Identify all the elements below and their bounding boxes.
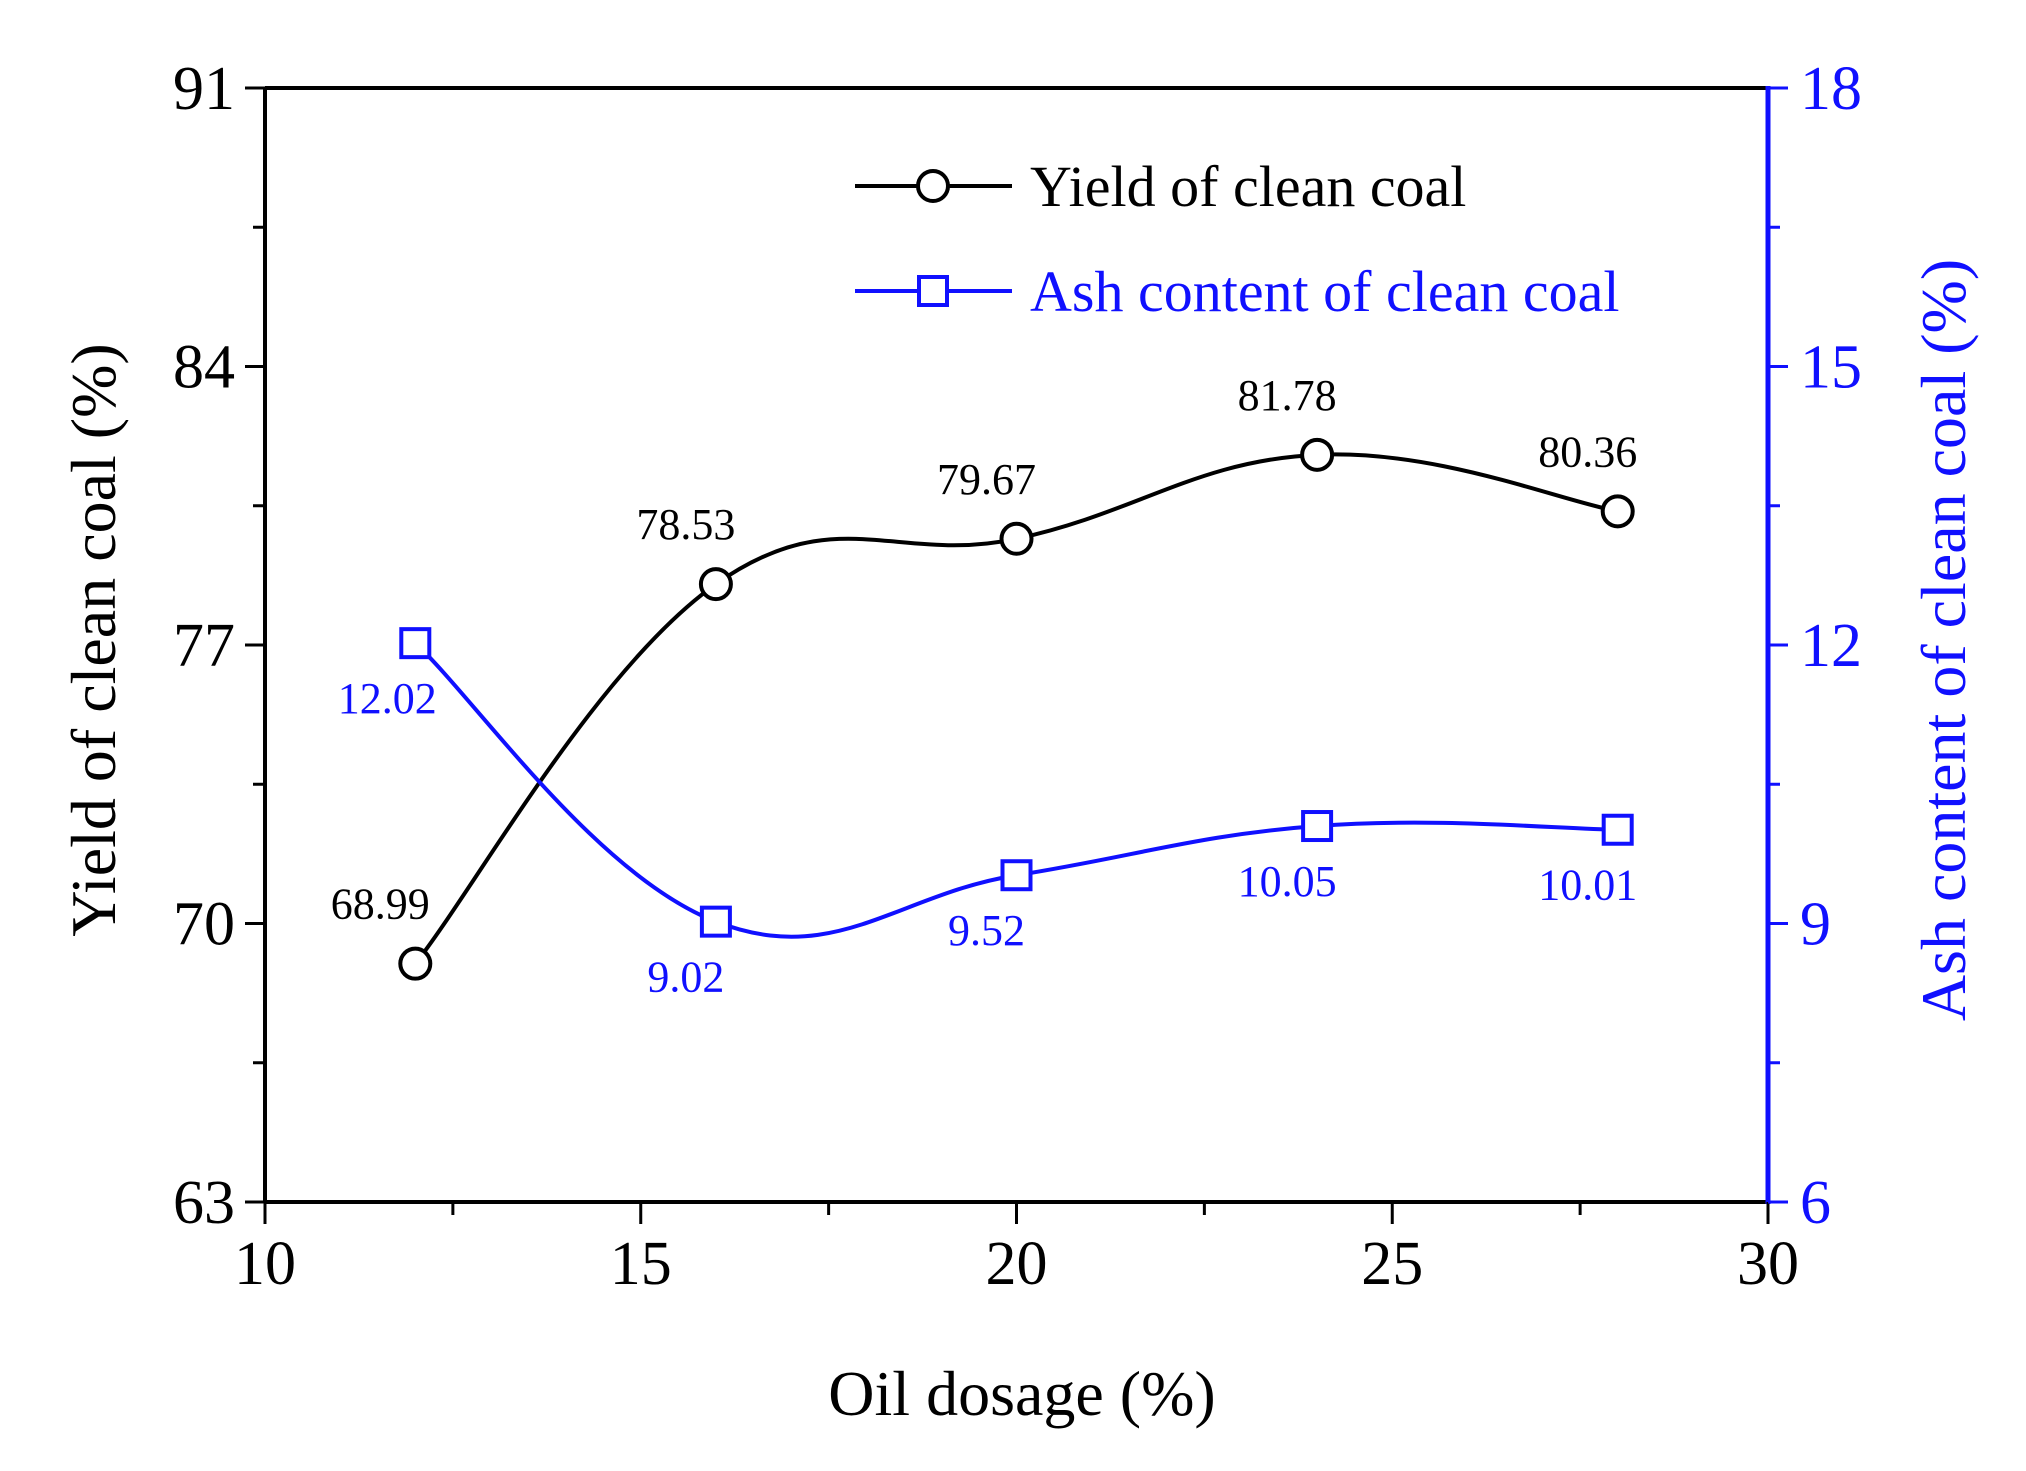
data-labels-group: 68.99 78.53 79.67 81.78 80.36 12.02 9.02 9.52 10…: [331, 371, 1637, 1002]
y-right-tick-label: 6: [1800, 1169, 1831, 1237]
ash-data-label: 12.02: [338, 674, 437, 723]
ash-point-marker: [1301, 810, 1334, 843]
ash-data-label: 9.02: [647, 953, 724, 1002]
y-right-tick-label: 18: [1800, 55, 1862, 123]
legend-square-marker: [917, 275, 949, 307]
ash-data-label: 9.52: [948, 906, 1025, 955]
y-axis-right-title: Ash content of clean coal (%): [1908, 259, 1979, 1021]
yield-data-label: 81.78: [1238, 371, 1337, 420]
series-group: [398, 437, 1635, 981]
legend: Yield of clean coal Ash content of clean …: [855, 154, 1619, 324]
yield-point-marker: [999, 521, 1034, 556]
y-right-tick-label: 15: [1800, 334, 1862, 402]
series-line-ash: [413, 641, 1618, 939]
y-left-tick-label: 77: [173, 612, 235, 680]
yield-data-label: 79.67: [937, 455, 1036, 504]
ash-point-marker: [1601, 813, 1634, 846]
x-tick-label: 15: [610, 1230, 672, 1298]
x-tick-label: 10: [234, 1230, 296, 1298]
ash-data-label: 10.05: [1238, 857, 1337, 906]
yield-point-marker: [398, 946, 433, 981]
legend-label-ash: Ash content of clean coal: [1030, 259, 1619, 324]
axes-group: 10 15 20 25 30 63 70 77 84 91 6 9 12 15 18: [173, 55, 1862, 1298]
ash-point-marker: [1000, 859, 1033, 892]
yield-point-marker: [698, 567, 733, 602]
y-left-tick-label: 84: [173, 334, 235, 402]
yield-point-marker: [1600, 494, 1635, 529]
series-line-yield: [413, 452, 1619, 965]
yield-data-label: 78.53: [636, 500, 735, 549]
ash-point-marker: [399, 627, 432, 660]
y-right-tick-label: 12: [1800, 612, 1862, 680]
ash-point-marker: [699, 905, 732, 938]
y-right-tick-label: 9: [1800, 891, 1831, 959]
x-tick-label: 20: [986, 1230, 1048, 1298]
x-tick-label: 30: [1737, 1230, 1799, 1298]
legend-circle-marker: [916, 169, 950, 203]
x-axis-title: Oil dosage (%): [828, 1358, 1215, 1429]
y-left-tick-label: 91: [173, 55, 235, 123]
yield-data-label: 68.99: [331, 880, 430, 929]
yield-data-label: 80.36: [1538, 427, 1637, 476]
ash-data-label: 10.01: [1538, 861, 1637, 910]
y-left-tick-label: 70: [173, 891, 235, 959]
y-left-tick-label: 63: [173, 1169, 235, 1237]
x-tick-label: 25: [1361, 1230, 1423, 1298]
legend-label-yield: Yield of clean coal: [1030, 154, 1466, 219]
yield-point-marker: [1300, 437, 1335, 472]
y-axis-left-title: Yield of clean coal (%): [58, 343, 129, 937]
